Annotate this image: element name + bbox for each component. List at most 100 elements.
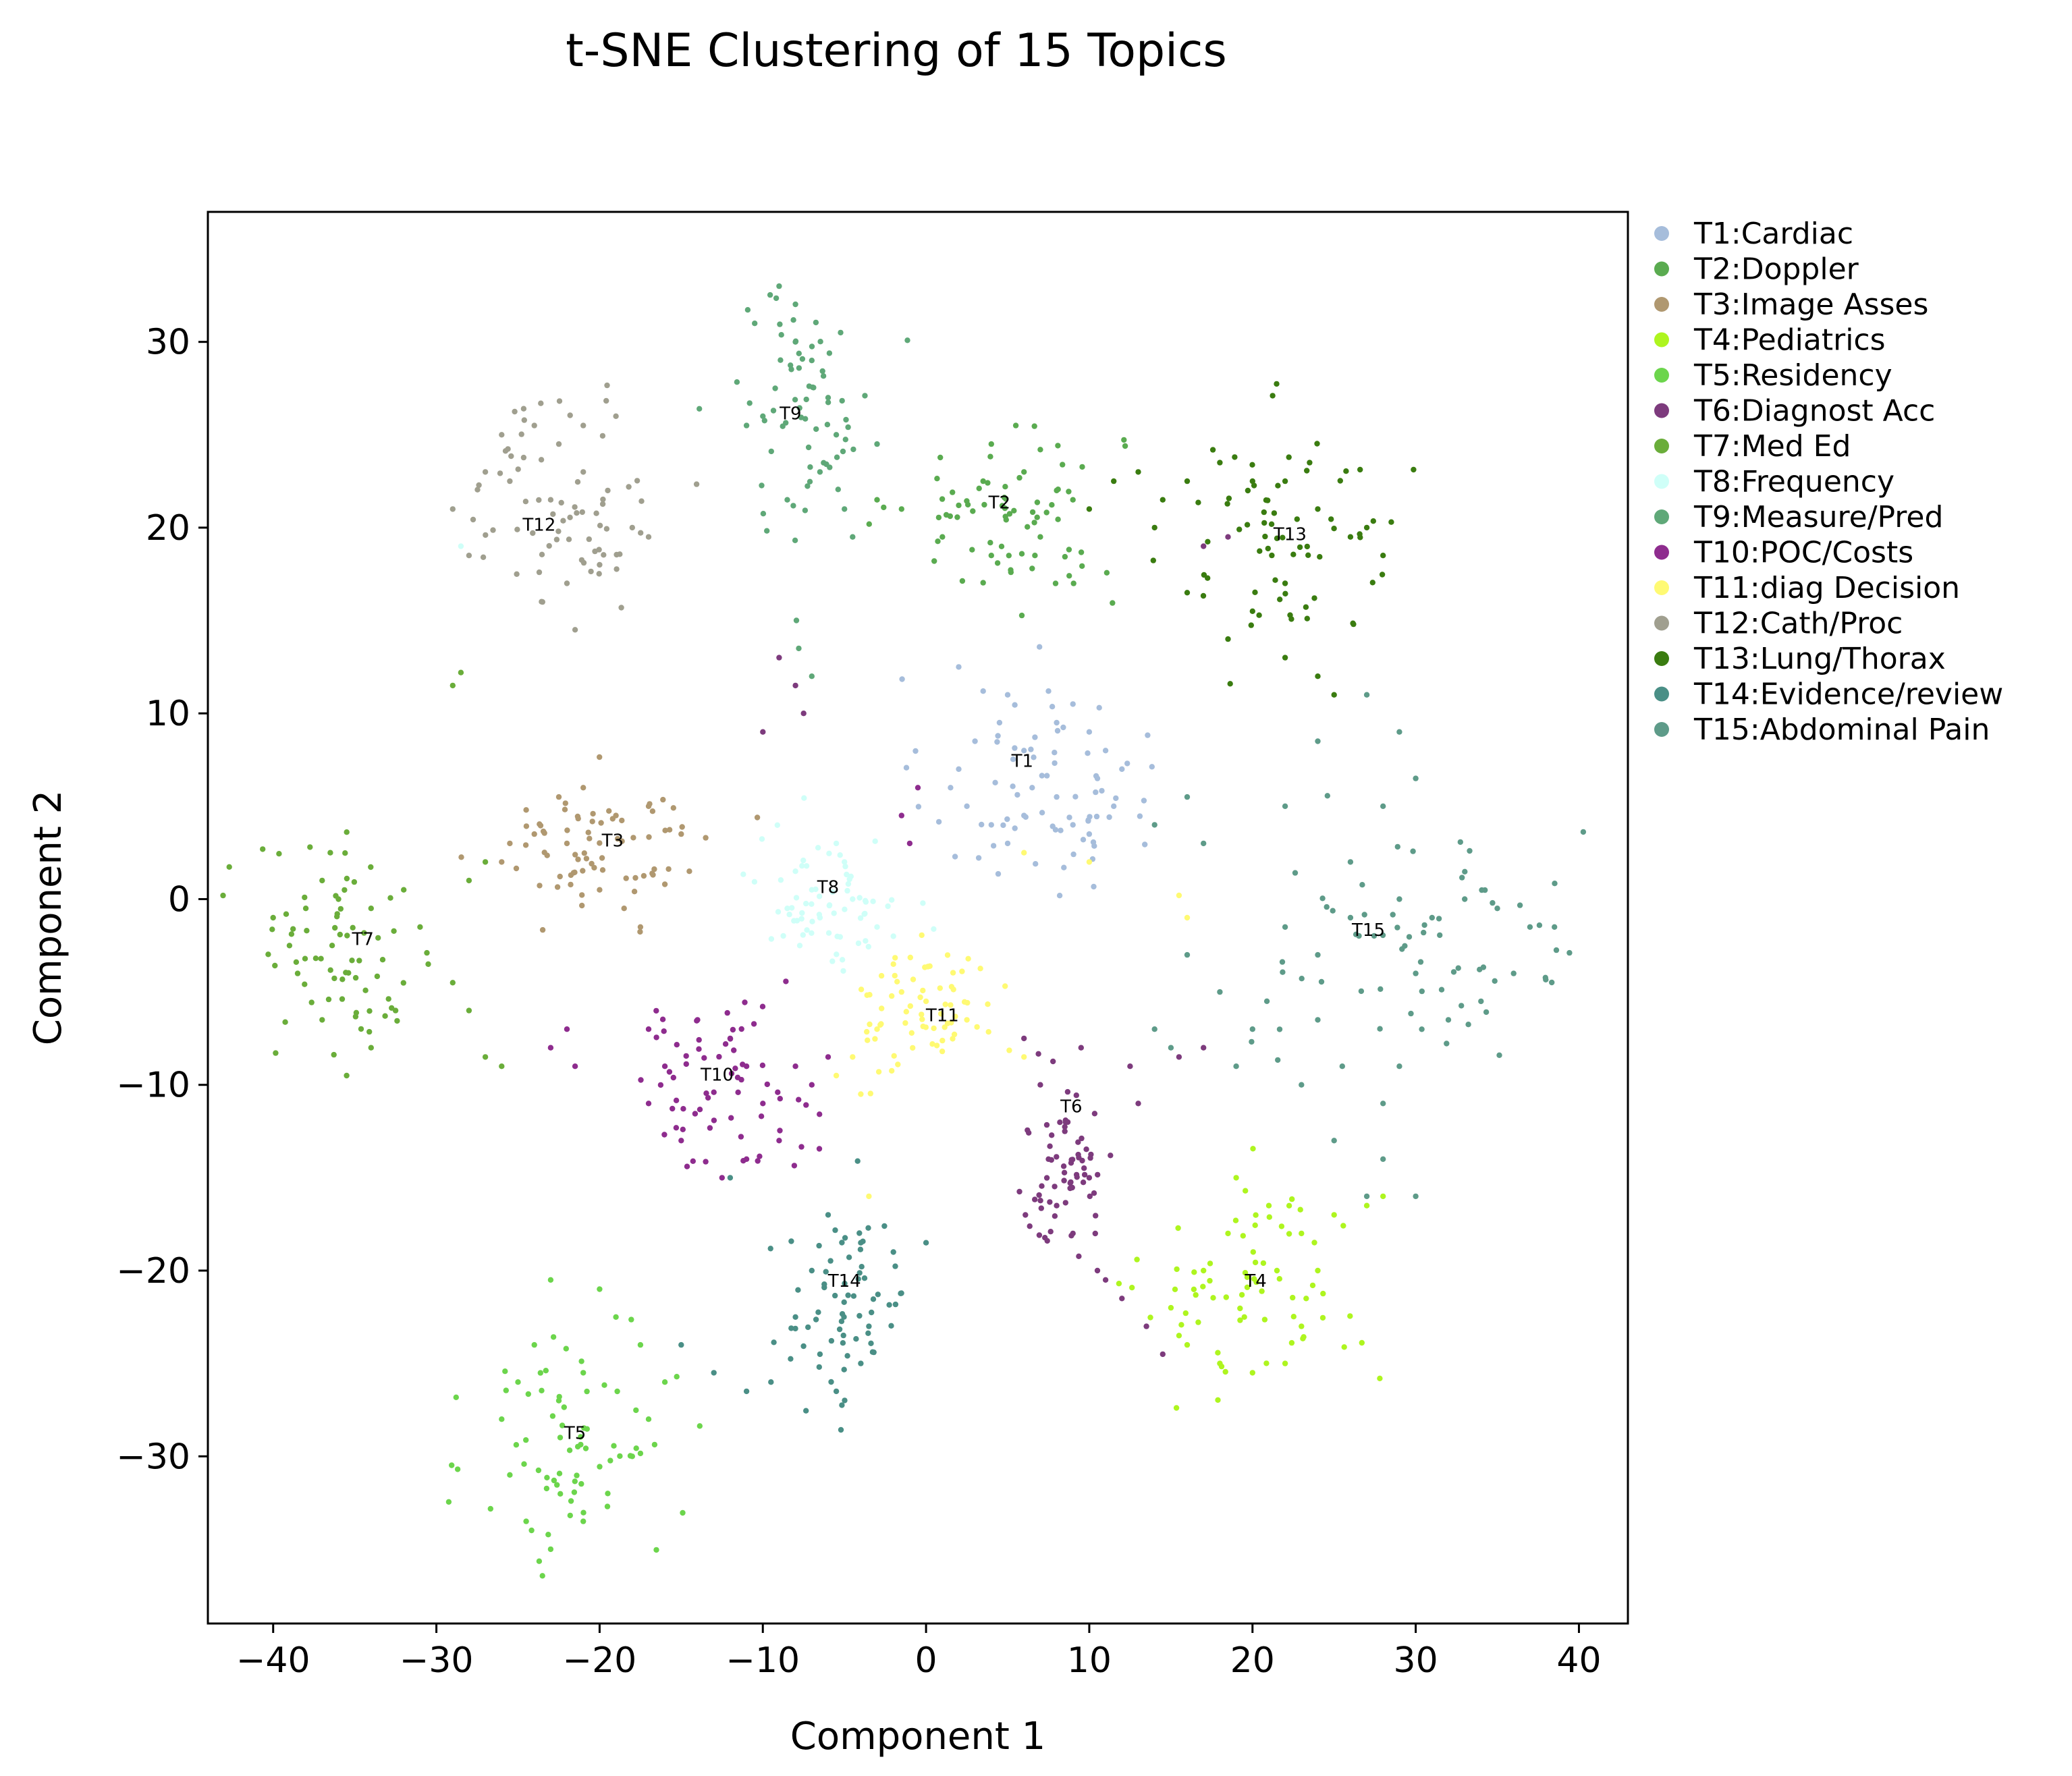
data-point (922, 964, 928, 970)
data-point (761, 418, 768, 424)
data-point (684, 1163, 690, 1169)
series-t4 (1116, 1146, 1386, 1411)
legend-item: T6:Diagnost Acc (1654, 394, 1935, 428)
data-point (1279, 959, 1286, 965)
data-point (1328, 516, 1334, 522)
data-point (1262, 533, 1268, 540)
data-point (1021, 1035, 1027, 1042)
data-point (520, 454, 527, 461)
data-point (1309, 1282, 1316, 1289)
data-point (1457, 839, 1463, 845)
data-point (697, 1107, 703, 1113)
data-point (834, 951, 840, 958)
data-point (339, 996, 346, 1002)
data-point (1580, 829, 1587, 835)
data-point (673, 1125, 680, 1131)
cluster-label-t3: T3 (601, 831, 624, 852)
data-point (1064, 1088, 1071, 1095)
data-point (1021, 469, 1027, 475)
data-point (507, 1472, 513, 1478)
legend-item: T4:Pediatrics (1654, 323, 1886, 358)
data-point (490, 527, 496, 533)
data-point (1236, 526, 1243, 532)
data-point (476, 482, 482, 489)
data-point (661, 1028, 667, 1034)
data-point (487, 1505, 493, 1512)
data-point (1268, 521, 1275, 527)
data-point (915, 785, 921, 791)
data-point (358, 1026, 364, 1032)
data-point (614, 566, 620, 572)
data-point (580, 1370, 587, 1376)
data-point (536, 1558, 543, 1564)
data-point (1396, 729, 1402, 735)
data-point (1056, 893, 1063, 899)
data-point (844, 1353, 850, 1359)
data-point (858, 987, 865, 993)
data-point (995, 870, 1002, 877)
data-point (596, 547, 602, 553)
data-point (561, 1404, 567, 1410)
data-point (881, 1223, 888, 1229)
data-point (1217, 989, 1223, 995)
legend-label: T6:Diagnost Acc (1693, 394, 1935, 428)
data-point (776, 655, 782, 661)
data-point (1223, 1294, 1230, 1300)
data-point (977, 966, 983, 972)
data-point (860, 1238, 866, 1244)
data-point (366, 1008, 373, 1014)
data-point (970, 508, 976, 514)
data-point (844, 871, 850, 878)
data-point (304, 928, 310, 934)
data-point (575, 856, 581, 862)
data-point (831, 910, 837, 916)
data-point (366, 1028, 373, 1035)
data-point (604, 382, 610, 389)
data-point (580, 785, 587, 791)
data-point (556, 1393, 562, 1400)
data-point (466, 553, 472, 559)
data-point (288, 931, 295, 937)
data-point (660, 796, 666, 803)
legend-item: T10:POC/Costs (1654, 536, 1913, 570)
data-point (1195, 1319, 1201, 1325)
data-point (1062, 1128, 1068, 1134)
data-point (653, 1007, 659, 1014)
legend-item: T13:Lung/Thorax (1654, 642, 1946, 676)
data-point (1249, 478, 1256, 484)
data-point (988, 822, 995, 828)
data-point (584, 1388, 590, 1395)
data-point (339, 976, 346, 982)
data-point (568, 881, 574, 888)
data-point (1343, 468, 1349, 474)
data-point (1080, 1180, 1087, 1186)
data-point (683, 1061, 689, 1067)
data-point (1421, 929, 1427, 936)
data-point (783, 978, 789, 984)
data-point (1021, 748, 1027, 754)
data-point (931, 558, 937, 564)
legend-marker (1654, 474, 1669, 489)
data-point (898, 506, 905, 512)
data-point (1218, 1363, 1225, 1370)
y-tick-label: 30 (146, 323, 190, 363)
data-point (731, 1047, 737, 1053)
data-point (1066, 573, 1072, 579)
data-point (1031, 754, 1037, 760)
data-point (1010, 756, 1016, 762)
data-point (744, 307, 751, 313)
data-point (1135, 469, 1141, 475)
data-point (646, 834, 652, 840)
data-point (881, 504, 887, 511)
data-point (454, 1466, 461, 1472)
data-point (1122, 443, 1128, 449)
data-point (790, 503, 796, 509)
data-point (824, 422, 831, 428)
data-point (1054, 727, 1061, 734)
data-point (1137, 813, 1143, 819)
data-point (889, 897, 895, 903)
data-point (711, 1089, 717, 1095)
data-point (294, 970, 301, 976)
data-point (1286, 1231, 1292, 1237)
data-point (833, 432, 840, 438)
